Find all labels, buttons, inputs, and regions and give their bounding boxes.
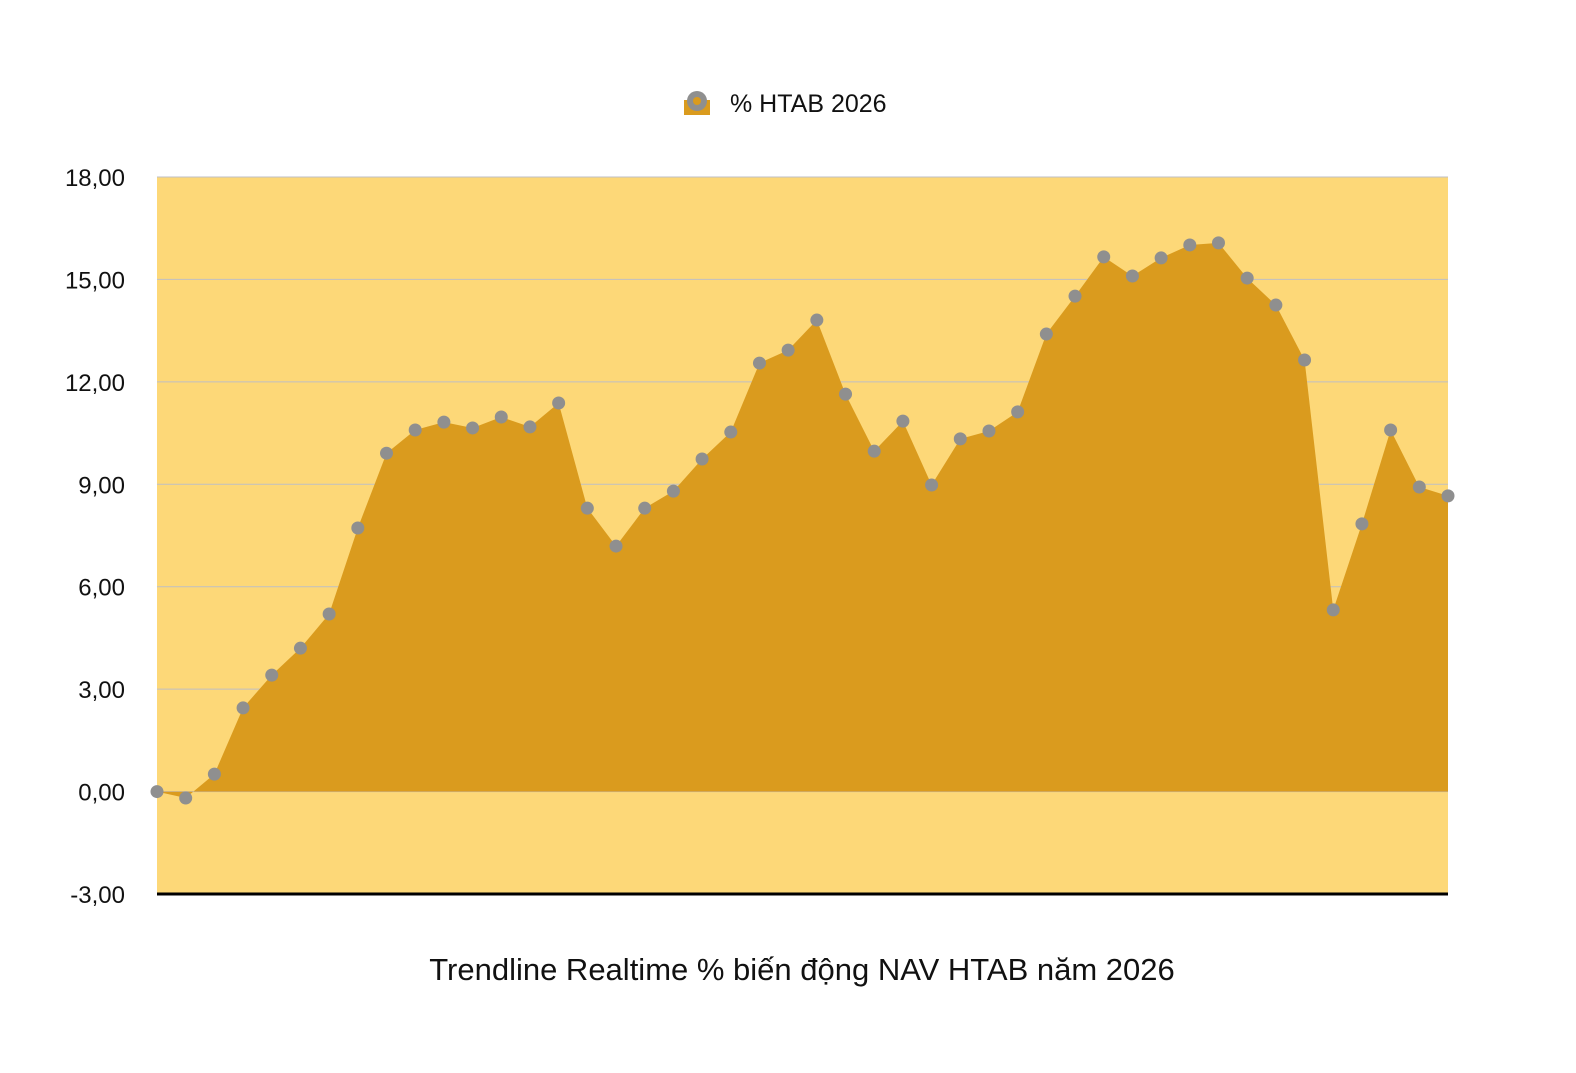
data-point <box>925 478 939 492</box>
data-point <box>466 421 480 435</box>
data-point <box>236 701 250 715</box>
y-tick-label: 12,00 <box>65 370 125 397</box>
legend-label: % HTAB 2026 <box>730 90 887 118</box>
data-point <box>1355 517 1369 531</box>
data-point <box>1269 298 1283 312</box>
data-point <box>293 641 307 655</box>
data-point <box>552 396 566 410</box>
data-point <box>609 539 623 553</box>
data-point <box>523 420 537 434</box>
data-point <box>953 432 967 446</box>
data-point <box>580 501 594 515</box>
data-point <box>810 313 824 327</box>
data-point <box>695 452 709 466</box>
data-point <box>1240 271 1254 285</box>
data-point <box>494 410 508 424</box>
data-point <box>1412 480 1426 494</box>
data-point <box>982 424 996 438</box>
data-point <box>380 446 394 460</box>
y-tick-label: 0,00 <box>78 780 125 807</box>
data-point <box>1011 405 1025 419</box>
y-tick-label: 15,00 <box>65 267 125 294</box>
legend-marker-center <box>693 97 701 105</box>
data-point <box>638 501 652 515</box>
area-series-htab-2026 <box>157 242 1448 799</box>
data-point <box>752 356 766 370</box>
data-point <box>839 387 853 401</box>
data-point <box>265 668 279 682</box>
data-point <box>1326 603 1340 617</box>
data-point <box>1068 289 1082 303</box>
data-point <box>724 425 738 439</box>
data-point <box>1125 269 1139 283</box>
data-point <box>150 785 164 799</box>
y-tick-label: 9,00 <box>78 472 125 499</box>
data-markers <box>150 236 1455 805</box>
legend: % HTAB 2026 <box>684 90 887 118</box>
data-point <box>1298 353 1312 367</box>
data-point <box>666 484 680 498</box>
data-point <box>1183 238 1197 252</box>
data-point <box>207 767 221 781</box>
data-point <box>781 343 795 357</box>
y-axis-ticks: 18,00 15,00 12,00 9,00 6,00 3,00 0,00 -3,00 <box>65 165 125 909</box>
data-point <box>867 444 881 458</box>
data-point <box>1384 423 1398 437</box>
data-point <box>1211 236 1225 250</box>
data-point <box>896 414 910 428</box>
data-point <box>1097 250 1111 264</box>
data-point <box>1154 251 1168 265</box>
data-point <box>1039 327 1053 341</box>
data-point <box>437 415 451 429</box>
data-point <box>408 423 422 437</box>
data-point <box>351 521 365 535</box>
x-axis-title: Trendline Realtime % biến động NAV HTAB … <box>429 952 1175 987</box>
data-point <box>322 607 336 621</box>
data-point <box>179 791 193 805</box>
y-tick-label: 18,00 <box>65 165 125 192</box>
y-tick-label: 6,00 <box>78 575 125 602</box>
y-tick-label: -3,00 <box>70 882 125 909</box>
data-point <box>1441 489 1455 503</box>
y-tick-label: 3,00 <box>78 677 125 704</box>
